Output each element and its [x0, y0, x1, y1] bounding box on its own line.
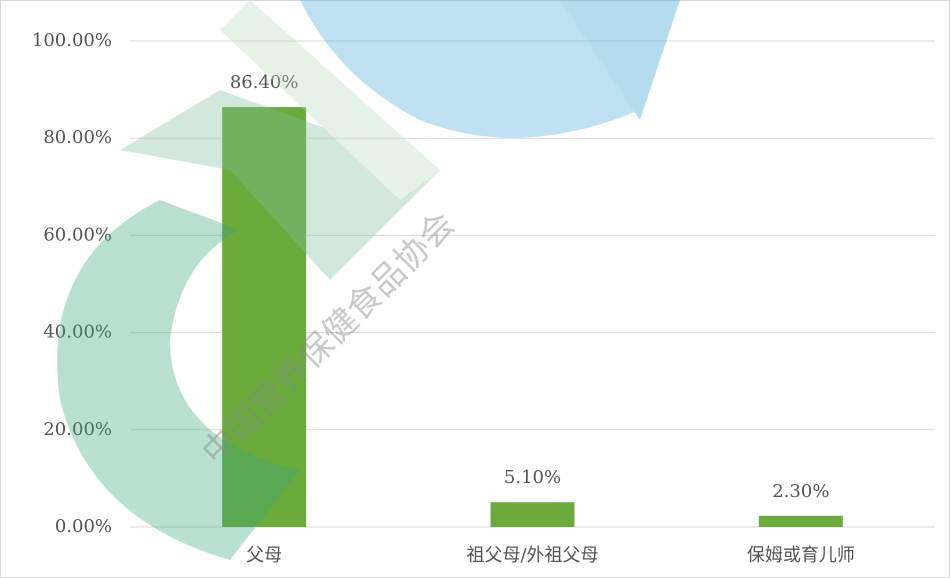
y-tick-label: 0.00%	[55, 516, 112, 537]
y-tick-label: 40.00%	[43, 322, 112, 343]
x-tick-label: 父母	[246, 545, 282, 566]
bar	[490, 502, 575, 527]
data-label: 2.30%	[772, 481, 829, 502]
x-tick-label: 保姆或育儿师	[747, 545, 855, 566]
bar	[758, 515, 843, 527]
y-tick-label: 60.00%	[43, 224, 112, 245]
data-label: 86.40%	[230, 72, 299, 93]
x-tick-label: 祖父母/外祖父母	[466, 545, 598, 566]
bar	[222, 107, 307, 527]
y-tick-label: 20.00%	[43, 419, 112, 440]
y-tick-label: 100.00%	[32, 30, 112, 51]
y-tick-label: 80.00%	[43, 127, 112, 148]
watermark-logo	[57, 0, 680, 560]
data-label: 5.10%	[504, 467, 561, 488]
